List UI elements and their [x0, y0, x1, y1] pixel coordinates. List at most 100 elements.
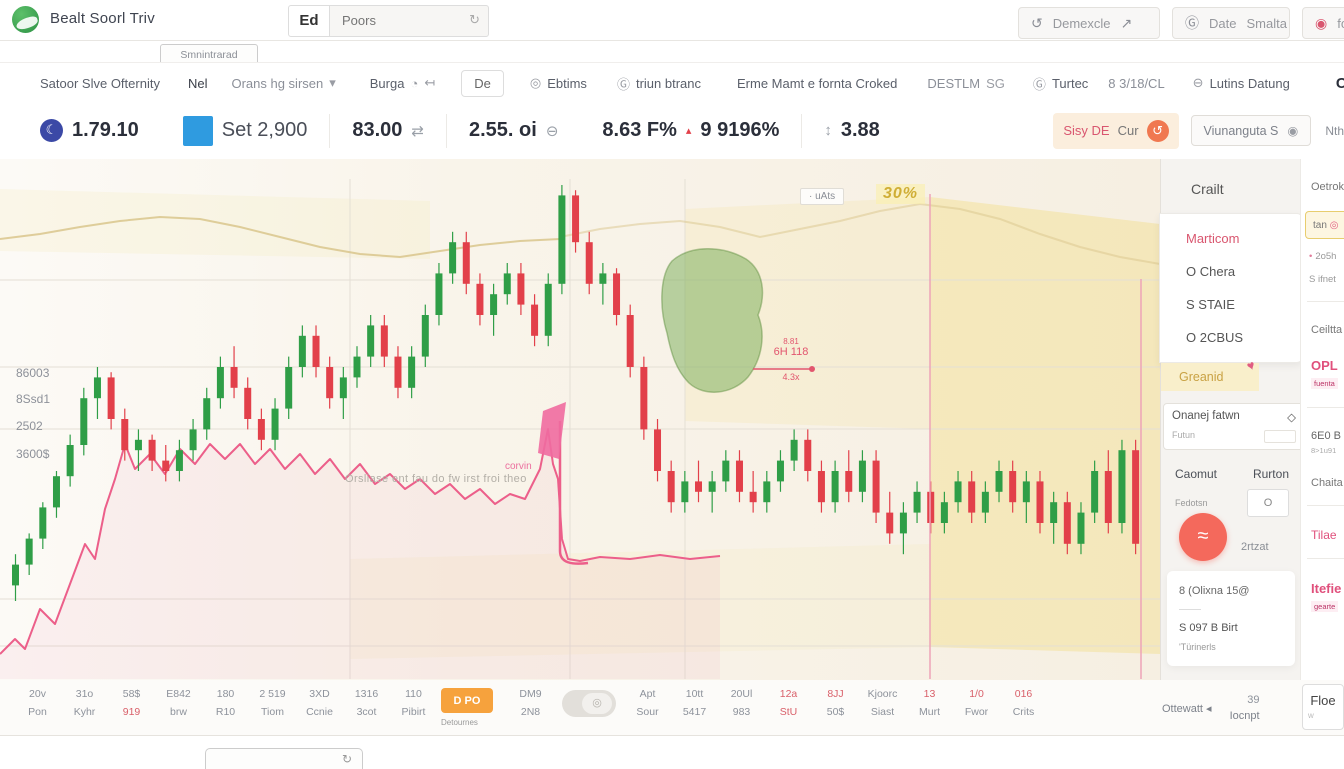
chevron-down-icon: ▾	[329, 75, 336, 90]
candle-body	[695, 481, 702, 492]
mini-field[interactable]	[1264, 430, 1296, 443]
axis-label-pair: E842 brw	[166, 688, 191, 718]
axis-label-pair: 13 Murt	[919, 688, 940, 718]
nav-dropdown-orans[interactable]: Orans hg sirsen ▾	[231, 75, 336, 91]
nav-item-turtec[interactable]: Ⓖ Turtec	[1032, 75, 1089, 92]
candle-body	[790, 439, 798, 461]
orange-refresh-icon[interactable]: ↺	[1146, 119, 1169, 142]
demexcle-button[interactable]: ↺ Demexcle ↗	[1018, 7, 1160, 39]
ottewatt-link[interactable]: Ottewatt ◂	[1162, 702, 1212, 715]
rail-item-oetrok[interactable]: Oetrok	[1311, 181, 1344, 193]
floe-button[interactable]: Floe w	[1302, 684, 1344, 730]
send-icon: ↗	[1120, 14, 1133, 31]
date-smalta-button[interactable]: Ⓖ Date Smalta	[1172, 7, 1290, 39]
axis-toggle[interactable]: ◎	[562, 690, 616, 717]
chart-canvas[interactable]	[0, 159, 1160, 680]
flag-annotation-label: corvin	[505, 461, 532, 472]
rail-item-ceiltta[interactable]: Ceiltta	[1311, 324, 1343, 336]
rail-item-sifnet[interactable]: S ifnet	[1309, 274, 1336, 285]
candle-body	[257, 419, 265, 440]
divider	[801, 113, 803, 148]
red-action-button[interactable]: ≈	[1179, 513, 1227, 561]
nav-item-ebtims[interactable]: ◎ Ebtims	[529, 75, 587, 91]
nav-item-nel[interactable]: Nel	[187, 75, 208, 91]
edge-button[interactable]: ◉ fo	[1302, 7, 1344, 39]
app-logo-icon[interactable]	[12, 6, 39, 33]
rail-item-itefie[interactable]: Itefie gearte	[1311, 581, 1342, 612]
candle-body	[585, 242, 593, 284]
candle-body	[93, 377, 101, 399]
divider	[1307, 301, 1344, 302]
demexcle-label: Demexcle	[1052, 15, 1111, 31]
nav-item-lutins[interactable]: ⊖ Lutins Datung	[1192, 75, 1290, 91]
candle-body	[462, 242, 470, 284]
rail-item-tilae[interactable]: Tilae	[1311, 528, 1337, 542]
rail-item-2o5h[interactable]: • 2o5h	[1309, 251, 1337, 262]
divider	[1307, 407, 1344, 408]
viunanguta-button[interactable]: Viunanguta S ◉	[1190, 115, 1312, 146]
axis-label-pair: DM9 2N8	[519, 688, 542, 718]
menu-item-2cbus[interactable]: O 2CBUS	[1186, 330, 1244, 345]
rail-item-opl[interactable]: OPL fuenta	[1311, 358, 1338, 389]
axis-label-pair: 1316 3cot	[354, 688, 379, 718]
refresh-icon: ↻	[341, 752, 352, 766]
date-label: Date	[1209, 15, 1237, 31]
candle-body	[845, 471, 853, 492]
sisy-chip[interactable]: Sisy DE Cur ↺	[1053, 112, 1179, 149]
minus-circle-icon[interactable]: ⊖	[545, 122, 559, 140]
candle-body	[817, 471, 825, 503]
search-input[interactable]	[340, 12, 459, 29]
axis-label-pair: 58$ 919	[122, 688, 141, 718]
candle-body	[476, 283, 484, 315]
toggle-knob[interactable]: ◎	[582, 693, 612, 714]
nav-item-satoor[interactable]: Satoor Slve Ofternity	[40, 75, 160, 91]
candle-body	[1118, 450, 1126, 523]
onanej-panel[interactable]: Onanej fatwn ◇ Futun	[1163, 403, 1305, 450]
refresh-icon[interactable]: ↻	[469, 12, 480, 27]
divider	[1179, 609, 1201, 610]
bottom-left-dropdown[interactable]: ↻	[205, 748, 363, 769]
price-axis-label: 86003	[16, 366, 50, 380]
swap-icon[interactable]: ⇄	[411, 122, 424, 140]
menu-item-marticom[interactable]: Marticom	[1186, 231, 1240, 246]
nav-item-destlm[interactable]: DESTLM SG	[927, 75, 1005, 91]
menu-item-chera[interactable]: O Chera	[1186, 264, 1236, 279]
stat-255: 2.55. oi ⊖	[469, 119, 559, 141]
o-option-box[interactable]: O	[1247, 489, 1289, 517]
price-axis-label: 8Ssd1	[16, 392, 51, 406]
sidebar-menu: Marticom O Chera S STAIE O 2CBUS	[1159, 213, 1303, 363]
candle-body	[899, 512, 907, 534]
candle-body	[872, 460, 880, 513]
symbol-box[interactable]: Ed	[288, 5, 330, 37]
nav-bar: Satoor Slve Ofternity Nel Orans hg sirse…	[0, 62, 1344, 104]
rail-item-6e0b[interactable]: 6E0 B 8>1u91	[1311, 430, 1341, 455]
menu-item-staie[interactable]: S STAIE	[1186, 297, 1235, 312]
nav-item-code[interactable]: 8 3/18/CL	[1108, 75, 1165, 91]
search-box[interactable]: ↻	[329, 5, 489, 37]
greanid-highlight[interactable]: Greanid	[1161, 363, 1259, 391]
annotation-dot	[809, 366, 815, 372]
candle-body	[1009, 471, 1017, 503]
price-axis-label: 2502	[16, 419, 43, 433]
chart-note-box[interactable]: · uAts	[800, 188, 845, 205]
smalta-label: Smalta	[1246, 15, 1287, 31]
rail-item-chaita[interactable]: Chaita	[1311, 477, 1343, 489]
iocnpt-group[interactable]: 39 Iocnpt	[1229, 694, 1260, 722]
axis-label-pair: 20Ul 983	[730, 688, 753, 718]
nav-item-cop[interactable]: Cop	[1335, 74, 1344, 92]
rail-item-tan[interactable]: tan ◎	[1305, 211, 1344, 239]
candle-body	[599, 273, 607, 284]
nav-box-de[interactable]: De	[461, 69, 504, 97]
stat-price: ☾ 1.79.10	[0, 119, 161, 142]
dot-circle-icon: ◉	[1287, 124, 1299, 138]
nav-item-erme[interactable]: Erme Mamt e fornta Croked	[737, 75, 898, 91]
sidebar-card[interactable]: 8 (Olixna 15@ S 097 B Birt 'Türinerls	[1167, 571, 1295, 666]
po-button[interactable]: D PO	[441, 688, 493, 713]
nav-item-burga[interactable]: Burga ◔ ↤	[369, 75, 436, 91]
x-axis-bar: 20v Pon 31o Kyhr 58$ 919 E842 brw 180 R10 2 519 Tio…	[0, 680, 1344, 736]
candlestick-chart[interactable]: 86003 8Ssd1 2502 3600$ Orsliase ent fau do …	[0, 159, 1160, 681]
moon-badge-icon: ☾	[40, 119, 63, 142]
axis-label-pair: Apt Sour	[636, 688, 659, 718]
candle-body	[189, 429, 197, 451]
